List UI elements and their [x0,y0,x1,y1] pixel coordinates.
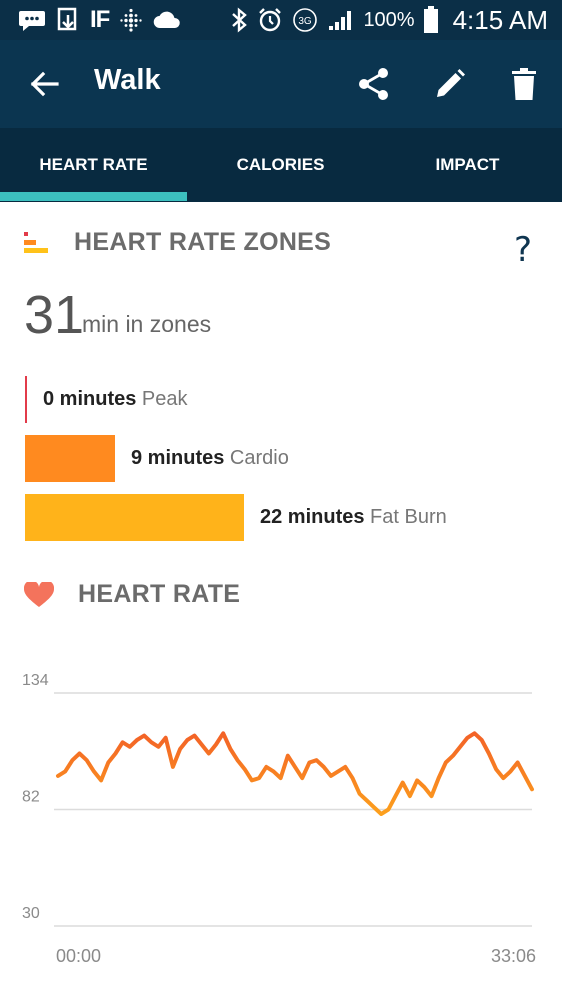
heart-rate-title: HEART RATE [78,580,241,608]
status-bar: IF 3G 100% 4:15 AM [0,0,562,40]
battery-icon [423,6,439,34]
tab-impact[interactable]: IMPACT [435,155,500,174]
heart-icon [23,580,55,613]
ifttt-icon: IF [90,6,110,33]
y-tick-label: 82 [22,789,40,806]
zone-label-cardio: 9 minutes Cardio [131,447,289,470]
cloud-icon [153,10,181,30]
messages-icon [18,8,46,32]
status-bar-right: 3G 100% 4:15 AM [229,4,548,36]
x-tick-label: 33:06 [491,946,536,966]
3g-icon: 3G [291,7,319,33]
tab-heart-rate[interactable]: HEART RATE [39,155,148,174]
zone-label-peak: 0 minutes Peak [43,388,188,411]
edit-icon [437,69,465,97]
battery-percent: 100% [363,8,415,31]
y-tick-label: 134 [22,672,49,689]
zone-minutes-fat-burn: 22 minutes [260,506,365,528]
tab-bar: HEART RATE CALORIES IMPACT [0,128,562,202]
total-minutes-unit: min in zones [82,311,212,337]
share-button[interactable] [354,64,394,104]
edit-button[interactable] [430,64,470,104]
total-minutes: 31 [24,285,85,345]
heart-rate-chart: 30 82 134 00:00 33:06 [22,672,536,966]
zone-name-peak: Peak [141,388,188,410]
delete-icon [512,68,536,100]
zone-name-fat-burn: Fat Burn [370,506,447,528]
network-label: 3G [299,16,313,27]
fitbit-icon [119,8,143,32]
zone-name-cardio: Cardio [229,447,289,469]
status-time: 4:15 AM [452,4,548,35]
zone-minutes-cardio: 9 minutes [131,447,225,469]
active-tab-indicator [0,192,187,201]
app-bar: Walk [0,40,562,128]
zones-icon [24,232,50,259]
delete-button[interactable] [504,64,544,104]
zone-minutes-peak: 0 minutes [43,388,137,410]
zone-bar-peak [25,376,27,423]
zones-title: HEART RATE ZONES [74,228,332,256]
signal-icon [327,8,355,32]
back-arrow-icon [30,71,59,97]
zone-label-fat-burn: 22 minutes Fat Burn [260,506,447,529]
tab-calories[interactable]: CALORIES [236,155,325,174]
bluetooth-icon [229,7,249,33]
status-bar-left: IF [18,6,181,34]
x-tick-label: 00:00 [56,946,101,966]
back-button[interactable] [26,66,62,102]
page-title: Walk [94,64,161,96]
heart-rate-line [56,731,534,816]
y-tick-label: 30 [22,905,40,922]
download-icon [56,7,80,33]
zone-bar-cardio [25,435,115,482]
share-icon [359,68,388,100]
help-button[interactable]: ? [513,230,533,270]
alarm-icon [257,7,283,33]
zone-bar-fat-burn [25,494,244,541]
